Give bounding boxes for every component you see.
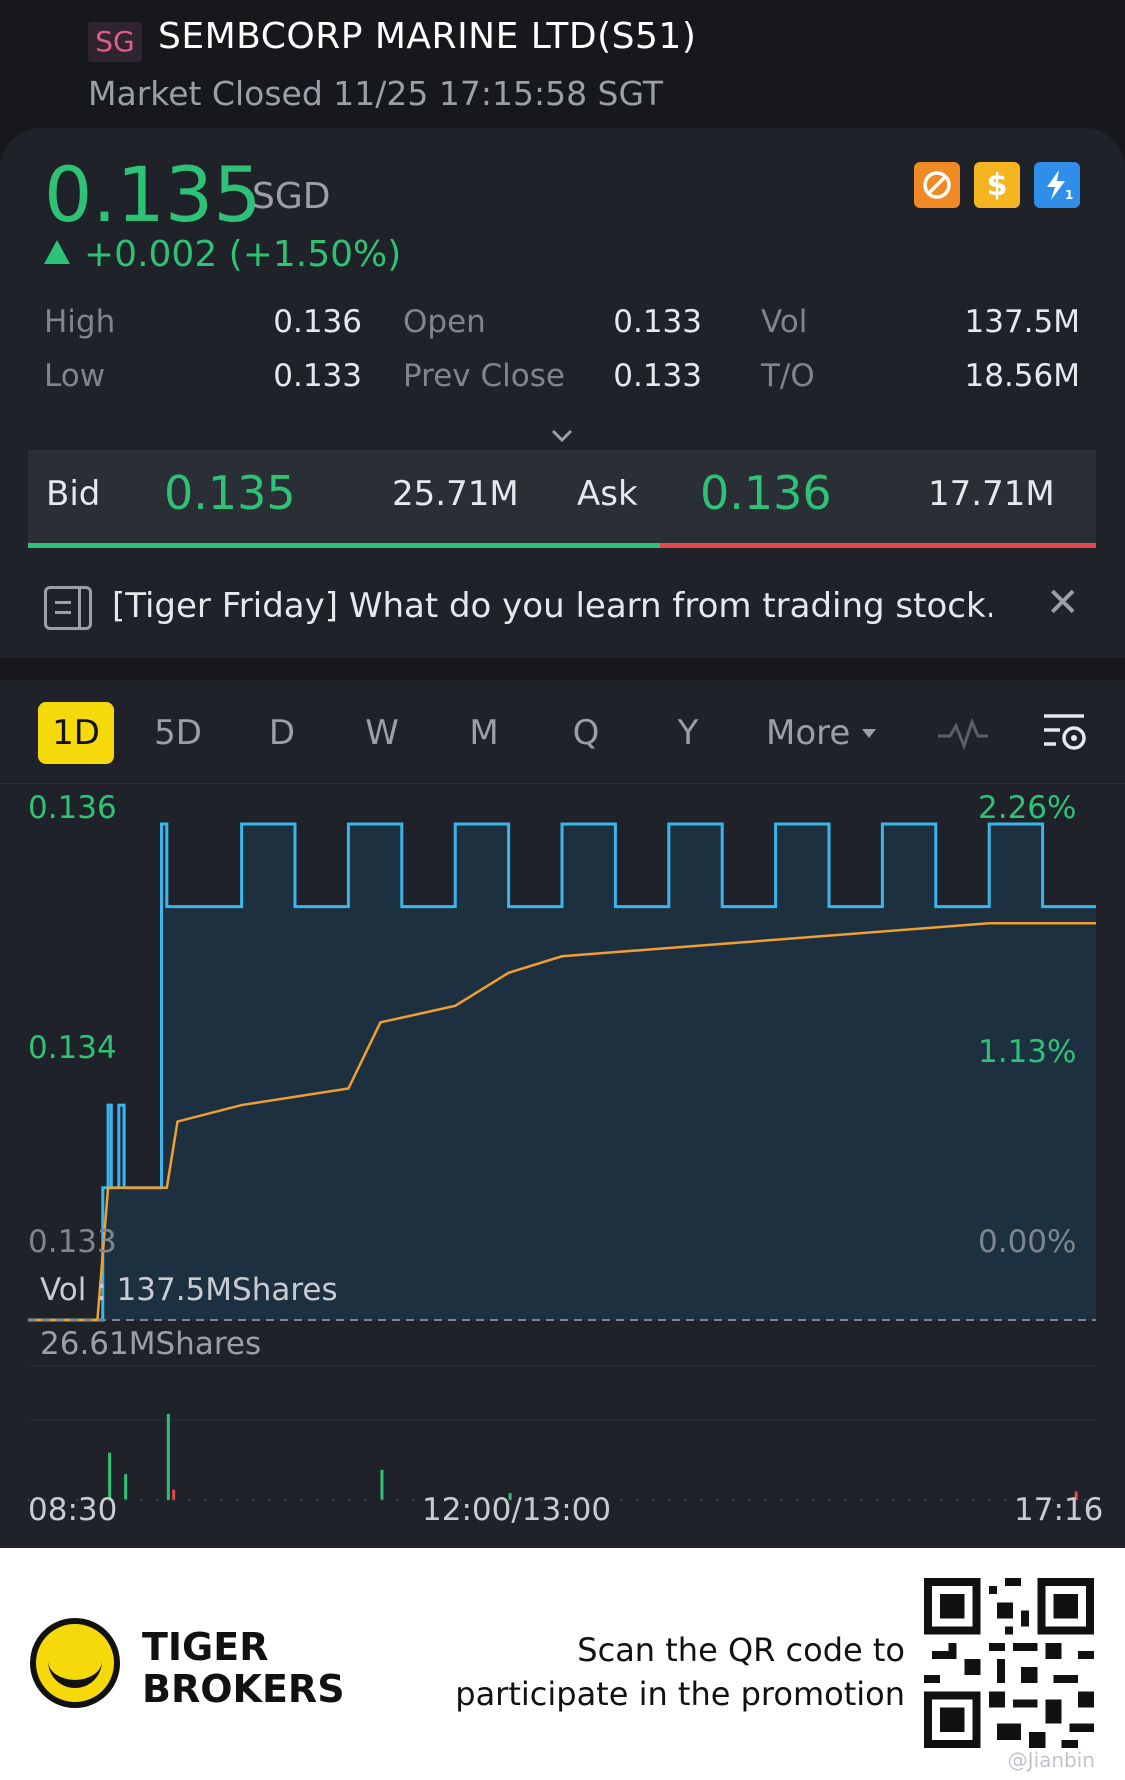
bid-label: Bid — [46, 474, 101, 514]
x-axis-end: 17:16 — [1014, 1492, 1104, 1528]
header: SG SEMBCORP MARINE LTD(S51) Market Close… — [0, 0, 1125, 128]
volume-layer — [28, 1414, 1096, 1501]
vol-label: Vol — [761, 304, 808, 340]
bid-size: 25.71M — [392, 474, 519, 514]
vol-value: 137.5M — [964, 304, 1081, 340]
tab-w[interactable]: W — [365, 713, 399, 753]
qr-code[interactable] — [924, 1578, 1094, 1748]
news-banner[interactable]: [Tiger Friday] What do you learn from tr… — [0, 568, 1125, 648]
high-value: 0.136 — [273, 304, 362, 340]
open-label: Open — [403, 304, 486, 340]
brand-line-1: TIGER — [142, 1625, 269, 1669]
promo-text: Scan the QR code to participate in the pr… — [455, 1628, 905, 1716]
volume-bar — [124, 1474, 128, 1500]
volume-bar — [508, 1493, 512, 1500]
tab-more[interactable]: More — [766, 702, 896, 764]
average-price-line — [28, 921, 1096, 1322]
high-label: High — [44, 304, 116, 340]
flash-level1-icon[interactable]: 1 — [1034, 162, 1080, 208]
watermark: @Jianbin — [1007, 1748, 1095, 1772]
stock-title: SEMBCORP MARINE LTD(S51) — [158, 16, 697, 57]
prev-close-value: 0.133 — [613, 358, 702, 394]
y-axis-mid: 0.134 — [28, 1030, 117, 1066]
y-axis-bottom: 0.133 — [28, 1224, 117, 1260]
pct-axis-bottom: 0.00% — [978, 1224, 1077, 1260]
bid-ratio-bar — [28, 543, 660, 548]
close-icon[interactable]: ✕ — [1046, 580, 1080, 626]
ask-size: 17.71M — [928, 474, 1055, 514]
low-value: 0.133 — [273, 358, 362, 394]
y-axis-top: 0.136 — [28, 790, 117, 826]
price-layer — [28, 822, 1096, 1322]
prev-close-label: Prev Close — [403, 358, 565, 394]
no-short-icon[interactable] — [914, 162, 960, 208]
tab-5d[interactable]: 5D — [154, 713, 202, 753]
x-axis-mid: 12:00/13:00 — [422, 1492, 612, 1528]
quote-panel: 0.135 SGD +0.002 (+1.50%) $ 1 High 0.136… — [0, 128, 1125, 658]
last-price: 0.135 — [44, 150, 262, 239]
tab-m[interactable]: M — [469, 713, 499, 753]
price-line — [28, 822, 1096, 1322]
tab-d[interactable]: D — [268, 713, 296, 753]
news-headline[interactable]: [Tiger Friday] What do you learn from tr… — [112, 586, 992, 626]
ask-label: Ask — [577, 474, 638, 514]
volume-max-label: 26.61MShares — [40, 1326, 262, 1362]
ask-ratio-bar — [660, 543, 1096, 548]
promo-footer: TIGER BROKERS Scan the QR code to particip… — [0, 1548, 1125, 1780]
svg-text:1: 1 — [1065, 188, 1073, 202]
pct-axis-mid: 1.13% — [978, 1034, 1077, 1070]
tab-1d[interactable]: 1D — [38, 702, 114, 764]
dollar-icon[interactable]: $ — [974, 162, 1020, 208]
up-arrow-icon — [44, 240, 70, 264]
pct-axis-top: 2.26% — [978, 790, 1077, 826]
volume-bar — [166, 1414, 170, 1500]
currency: SGD — [252, 176, 331, 217]
market-badge: SG — [88, 22, 142, 62]
price-change-text: +0.002 (+1.50%) — [84, 234, 402, 275]
volume-bar — [172, 1489, 176, 1500]
volume-bar — [1074, 1491, 1078, 1500]
promo-line-2: participate in the promotion — [455, 1675, 905, 1713]
ask-price: 0.136 — [700, 466, 832, 520]
to-value: 18.56M — [964, 358, 1081, 394]
to-label: T/O — [761, 358, 815, 394]
x-axis-start: 08:30 — [28, 1492, 118, 1528]
bid-price: 0.135 — [164, 466, 296, 520]
brand-name: TIGER BROKERS — [142, 1626, 345, 1710]
price-change: +0.002 (+1.50%) — [44, 234, 401, 275]
tab-y[interactable]: Y — [677, 713, 699, 753]
intraday-chart — [28, 822, 1096, 1501]
period-tabs: 1D 5D D W M Q Y More — [0, 680, 1125, 784]
promo-line-1: Scan the QR code to — [577, 1631, 905, 1669]
brand-line-2: BROKERS — [142, 1667, 345, 1711]
price-area-fill — [28, 824, 1096, 1320]
market-status: Market Closed 11/25 17:15:58 SGT — [88, 74, 664, 113]
low-label: Low — [44, 358, 106, 394]
tab-more-label: More — [766, 713, 851, 753]
volume-bar — [108, 1452, 112, 1500]
open-value: 0.133 — [613, 304, 702, 340]
chevron-down-icon[interactable] — [550, 424, 574, 448]
chart-panel: 1D 5D D W M Q Y More 0.136 2.26% 0.134 1… — [0, 680, 1125, 1548]
volume-bar — [380, 1469, 384, 1500]
tiger-logo — [30, 1618, 120, 1708]
news-icon — [44, 586, 92, 630]
volume-summary: Vol : 137.5MShares — [40, 1272, 338, 1308]
chart-settings-icon[interactable] — [1040, 708, 1090, 758]
chart-indicator-icon[interactable] — [936, 710, 990, 756]
tab-q[interactable]: Q — [572, 713, 600, 753]
bid-ask-bar: Bid 0.135 25.71M Ask 0.136 17.71M — [28, 450, 1096, 548]
caret-down-icon — [862, 729, 877, 738]
